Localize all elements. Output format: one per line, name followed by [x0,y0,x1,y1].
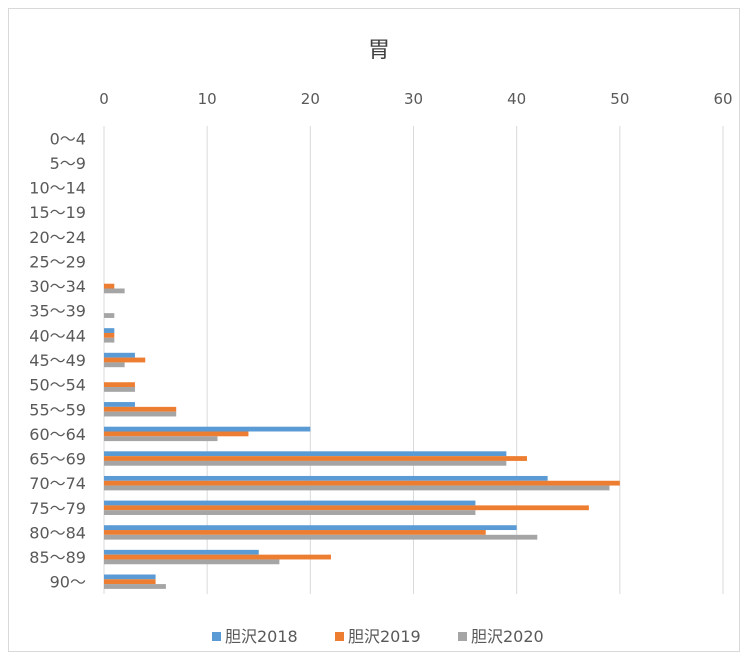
x-tick-label: 50 [610,90,629,108]
category-label: 85～89 [29,548,86,567]
bar-chart: 胃 0 10 20 30 40 50 60 0～4 5～9 10～14 15～19 20～24 25～… [29,38,732,646]
category-label: 10～14 [29,179,86,198]
bar [104,352,135,358]
category-label: 35～39 [29,302,86,321]
chart-frame: 胃 0 10 20 30 40 50 60 0～4 5～9 10～14 15～19 20～24 25～… [8,8,740,652]
category-label: 55～59 [29,400,86,419]
bar [104,554,331,560]
x-tick-label: 10 [198,90,217,108]
bar [104,332,115,338]
bar [104,328,115,333]
category-label: 25～29 [29,252,86,271]
bar [104,530,486,535]
bar [104,460,507,466]
bar [104,485,610,491]
category-label: 40～44 [29,326,86,345]
bar [104,288,125,294]
category-label: 65～69 [29,450,86,469]
bar [104,510,476,515]
x-tick-label: 0 [99,90,109,108]
category-label: 30～34 [29,277,86,296]
bar [104,357,146,363]
chart-title: 胃 [368,38,390,63]
category-label: 5～9 [50,154,86,173]
category-label: 50～54 [29,376,86,395]
gridlines [103,126,724,594]
legend-swatch [212,632,221,641]
category-label: 60～64 [29,425,86,444]
bar [104,431,249,437]
bar [104,387,135,392]
x-tick-label: 20 [301,90,320,108]
x-tick-label: 40 [507,90,526,108]
bar [104,559,280,565]
bar [104,500,476,506]
category-label: 75～79 [29,499,86,518]
bar [104,505,589,511]
bar [104,525,517,531]
category-label: 45～49 [29,351,86,370]
bar [104,362,125,368]
bar [104,426,311,432]
bar [104,534,538,540]
bar [104,451,507,457]
legend-swatch [335,632,344,641]
bar [104,549,259,555]
bar [104,584,166,589]
x-tick-label: 60 [713,90,732,108]
legend-label: 胆沢2020 [471,627,544,646]
x-tick-label: 30 [404,90,423,108]
bar [104,406,177,412]
bar [104,475,548,481]
bar [104,402,135,407]
category-label: 0～4 [50,129,86,148]
bar [104,574,156,580]
bar [104,283,115,289]
legend-label: 胆沢2018 [225,627,298,646]
y-axis-categories: 0～4 5～9 10～14 15～19 20～24 25～29 30～34 35～39 40～4… [29,129,86,591]
category-label: 20～24 [29,228,86,247]
bar [104,456,527,461]
bar [104,579,156,585]
bar [104,411,177,417]
category-label: 70～74 [29,474,86,493]
bar [104,382,135,388]
bar [104,337,115,343]
legend-label: 胆沢2019 [348,627,421,646]
category-label: 80～84 [29,523,86,542]
x-axis-ticks: 0 10 20 30 40 50 60 [99,90,732,108]
bars [104,283,620,589]
legend: 胆沢2018 胆沢2019 胆沢2020 [212,627,544,646]
bar [104,480,620,486]
bar [104,313,115,318]
category-label: 15～19 [29,203,86,222]
bar [104,436,218,442]
category-label: 90～ [50,573,86,592]
legend-swatch [458,632,467,641]
